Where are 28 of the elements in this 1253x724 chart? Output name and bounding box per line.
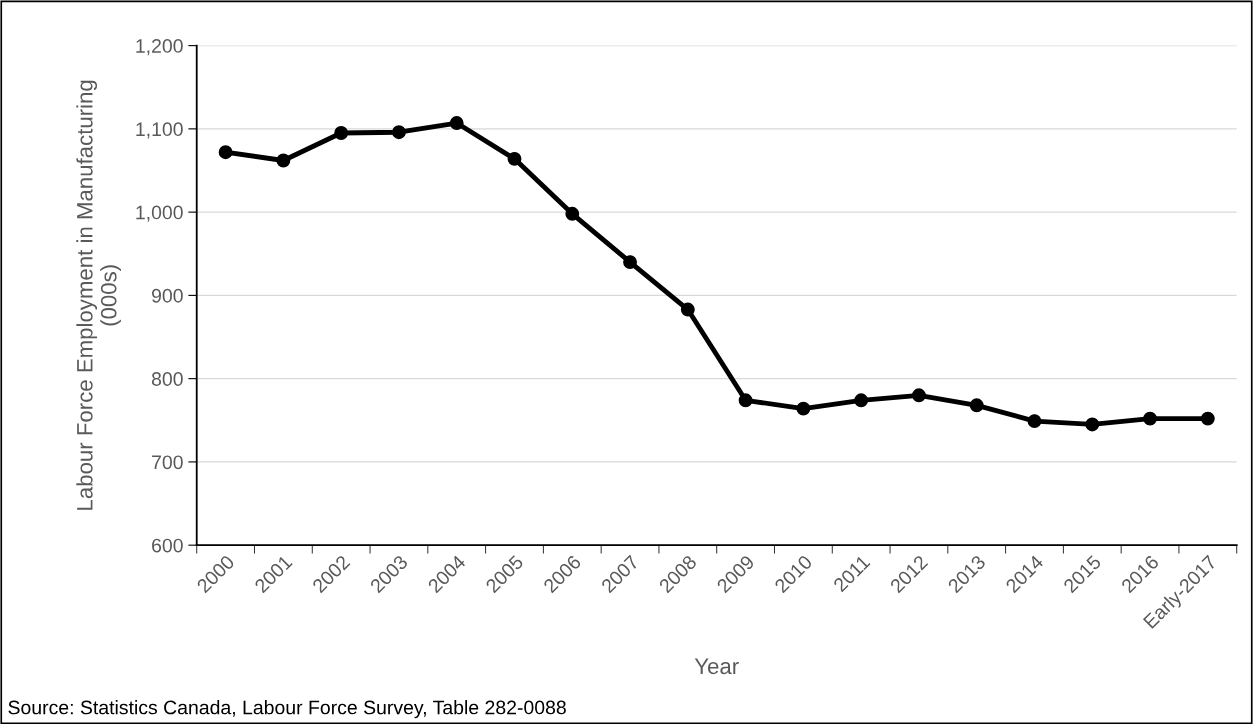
y-tick-label: 1,000 — [136, 205, 183, 222]
y-axis-title: Labour Force Employment in Manufacturing (000s) — [76, 80, 121, 510]
point — [334, 126, 349, 140]
y-tick-label: 600 — [152, 538, 183, 553]
point — [565, 206, 580, 221]
point — [276, 153, 291, 168]
y-tick-label: 1,200 — [136, 39, 183, 56]
point — [507, 151, 522, 166]
point — [854, 393, 869, 408]
y-tick-label: 800 — [151, 372, 183, 386]
y-tick-label: 900 — [152, 288, 183, 303]
point — [391, 125, 406, 140]
point — [796, 401, 811, 416]
point — [1085, 417, 1100, 432]
point — [218, 145, 233, 160]
point — [738, 393, 753, 408]
source-note: Source: Statistics Canada, Labour Force Survey, Table 282-0088 — [8, 700, 566, 719]
x-axis-title: Year — [694, 658, 739, 675]
point — [1027, 414, 1042, 429]
y-tick-label: 700 — [152, 455, 183, 470]
point — [1200, 411, 1215, 426]
point — [449, 116, 464, 130]
y-tick-label: 1,100 — [136, 122, 183, 139]
point — [911, 388, 926, 403]
point — [623, 255, 637, 270]
point — [969, 398, 984, 413]
point — [1143, 411, 1157, 426]
point — [680, 302, 695, 317]
